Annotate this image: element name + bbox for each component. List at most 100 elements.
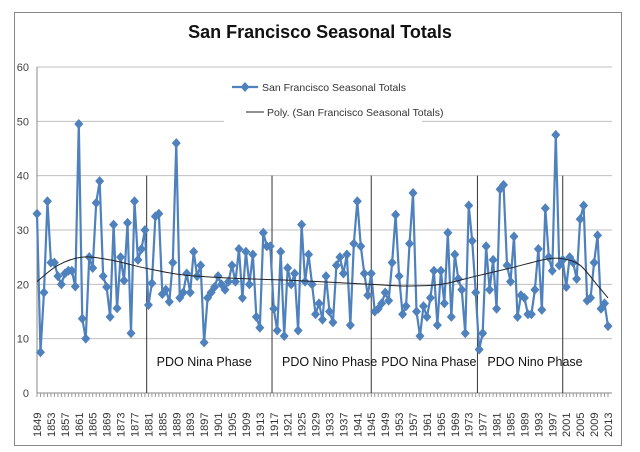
data-point [53,271,63,282]
data-point [154,208,164,219]
y-tick-label: 10 [17,334,29,346]
data-point [178,287,188,298]
data-point [283,263,293,274]
x-tick-label: 1929 [311,413,323,437]
data-point [481,241,491,252]
data-point [244,279,254,290]
data-point [311,309,321,320]
data-point [568,257,578,268]
data-point [74,119,84,130]
x-tick-label: 1909 [241,413,253,437]
data-point [342,249,352,260]
data-point [210,282,220,293]
x-tick-label: 1877 [129,413,141,437]
data-point [551,129,561,140]
data-point [164,296,174,307]
data-point [415,330,425,341]
data-point [478,328,488,339]
data-point [356,241,366,252]
data-point [91,197,101,208]
data-point [143,299,153,310]
data-point [324,306,334,317]
data-point [589,257,599,268]
x-tick-label: 1869 [102,413,114,437]
data-point [467,235,477,246]
data-point [258,227,268,238]
data-point [234,244,244,255]
data-point [338,268,348,279]
data-point [49,257,59,268]
data-point [439,298,449,309]
x-tick-label: 1985 [506,413,518,437]
data-point [418,301,428,312]
data-point [363,290,373,301]
data-point [331,260,341,271]
data-point [255,322,265,333]
data-point [314,298,324,309]
legend-series-marker [240,82,250,92]
x-tick-label: 1997 [547,413,559,437]
data-point [526,309,536,320]
y-tick-label: 20 [17,279,29,291]
data-point [290,268,300,279]
data-point [321,271,331,282]
data-point [251,311,261,322]
data-point [509,231,519,242]
x-tick-label: 1921 [283,413,295,437]
data-point [485,284,495,295]
data-point [457,284,467,295]
data-point [425,292,435,303]
data-point [530,284,540,295]
data-point [272,325,282,336]
x-tick-label: 1941 [352,413,364,437]
data-point [394,271,404,282]
x-tick-label: 1989 [519,413,531,437]
x-tick-label: 1945 [366,413,378,437]
x-tick-label: 1965 [436,413,448,437]
x-tick-label: 1849 [32,413,44,437]
y-tick-label: 30 [17,225,29,237]
x-tick-label: 2009 [589,413,601,437]
x-tick-label: 1905 [227,413,239,437]
data-point [405,238,415,249]
x-tick-label: 2013 [603,413,615,437]
data-point [600,298,610,309]
data-point [384,295,394,306]
x-tick-label: 1981 [492,413,504,437]
data-point [98,271,108,282]
data-point [572,273,582,284]
x-tick-label: 1861 [74,413,86,437]
data-point [147,278,157,289]
data-point [377,298,387,309]
y-tick-label: 60 [17,62,29,74]
data-point [168,257,178,268]
x-tick-label: 1873 [116,413,128,437]
data-point [223,276,233,287]
data-point [380,287,390,298]
data-point [171,138,181,149]
data-point [185,287,195,298]
data-point [77,313,87,324]
phase-label: PDO Nina Phase [157,355,252,369]
x-tick-label: 1969 [450,413,462,437]
data-point [304,249,314,260]
data-point [471,287,481,298]
x-tick-label: 1957 [408,413,420,437]
data-point [464,200,474,211]
legend-box [224,74,422,122]
x-tick-label: 1949 [380,413,392,437]
data-point [446,311,456,322]
data-point [579,200,589,211]
data-point [398,309,408,320]
data-point [293,325,303,336]
x-tick-label: 1853 [46,413,58,437]
data-point [237,292,247,303]
data-point [129,196,139,207]
data-point [443,227,453,238]
y-tick-label: 0 [23,388,29,400]
data-point [56,279,66,290]
x-tick-label: 2001 [561,413,573,437]
x-tick-label: 1977 [478,413,490,437]
x-tick-label: 1961 [422,413,434,437]
data-point [133,254,143,265]
